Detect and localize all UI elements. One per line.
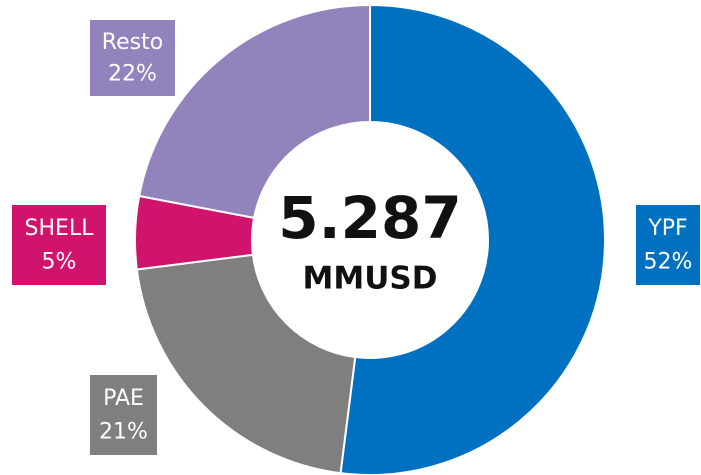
donut-slice bbox=[339, 3, 606, 475]
label-value: 5% bbox=[42, 250, 77, 275]
label-box bbox=[12, 205, 106, 285]
label-name: Resto bbox=[102, 30, 163, 55]
label-box bbox=[90, 375, 157, 455]
label-value: 52% bbox=[644, 250, 693, 275]
center-unit: MMUSD bbox=[303, 261, 438, 297]
donut-slice bbox=[137, 3, 371, 220]
label-box bbox=[90, 20, 175, 96]
label-box bbox=[636, 205, 700, 285]
donut-slice bbox=[135, 253, 357, 475]
label-name: PAE bbox=[103, 386, 144, 411]
label-name: SHELL bbox=[25, 216, 95, 241]
label-name: YPF bbox=[647, 216, 687, 241]
label-value: 22% bbox=[108, 62, 157, 87]
label-value: 21% bbox=[99, 420, 148, 445]
center-value: 5.287 bbox=[278, 184, 461, 252]
